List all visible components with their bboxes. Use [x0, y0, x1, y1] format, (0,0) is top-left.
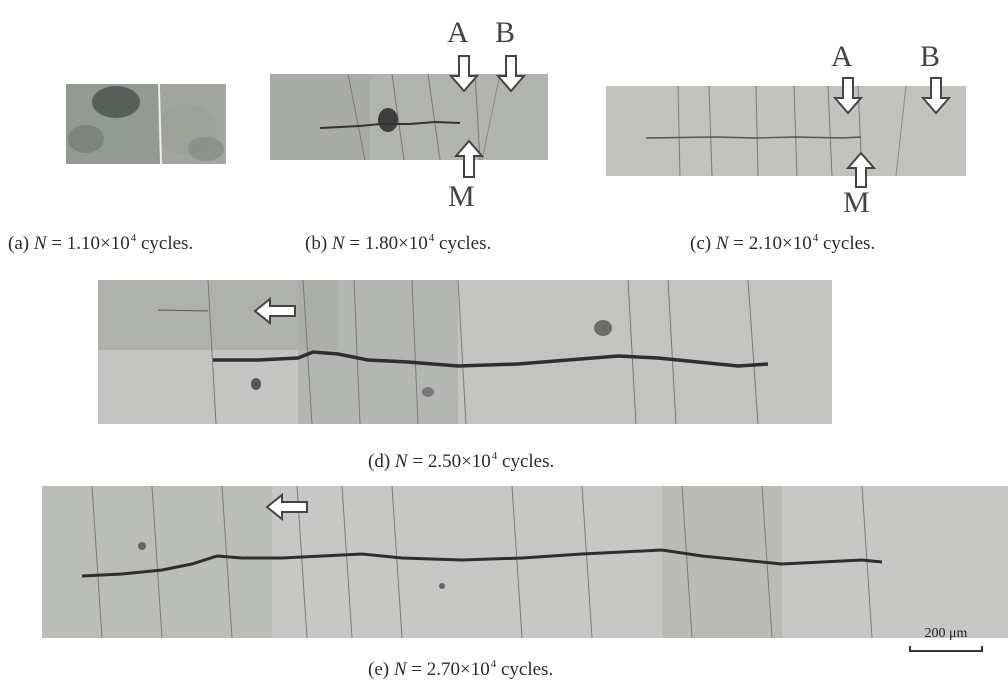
caption-a: (a) N = 1.10×104 cycles. [8, 232, 194, 254]
arrow-down-icon [832, 77, 864, 115]
arrow-up-icon [845, 151, 877, 188]
arrow-down-icon [495, 55, 527, 93]
scale-bar: 200 μm [906, 620, 986, 660]
micrograph-b [270, 74, 548, 160]
marker-b-c: B [920, 40, 941, 73]
scale-bar-line [909, 646, 983, 652]
micrograph-a [66, 84, 226, 164]
marker-b-b: B [495, 16, 516, 49]
caption-e: (e) N = 2.70×104 cycles. [368, 658, 554, 680]
micrograph-e [42, 486, 1008, 638]
caption-c: (c) N = 2.10×104 cycles. [690, 232, 876, 254]
scale-bar-label: 200 μm [924, 626, 968, 641]
arrow-down-icon [448, 55, 480, 93]
arrow-left-icon [253, 296, 296, 326]
arrow-left-icon [265, 492, 308, 522]
micrograph-d [98, 280, 832, 424]
micrograph-c [606, 86, 966, 176]
arrow-down-icon [920, 77, 952, 115]
caption-b: (b) N = 1.80×104 cycles. [305, 232, 492, 254]
marker-m-c: M [843, 186, 870, 219]
marker-m-b: M [448, 180, 475, 213]
caption-d: (d) N = 2.50×104 cycles. [368, 450, 555, 472]
arrow-up-icon [453, 139, 485, 178]
marker-a-b: A [447, 16, 469, 49]
marker-a-c: A [831, 40, 853, 73]
